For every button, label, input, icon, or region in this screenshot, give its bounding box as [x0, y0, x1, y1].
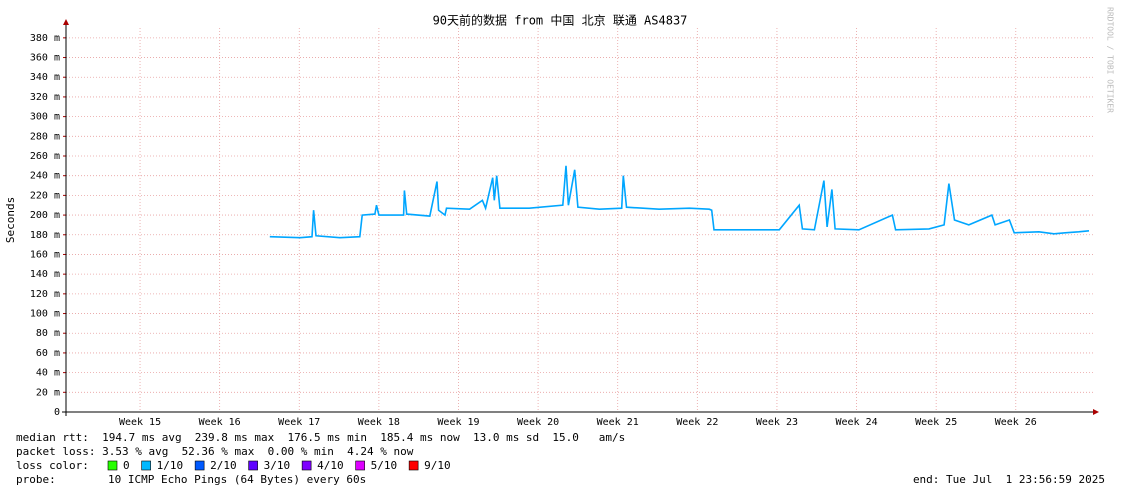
y-tick-label: 280 m: [30, 131, 60, 142]
legend-label: 3/10: [264, 459, 291, 472]
x-tick-label: Week 15: [119, 417, 161, 428]
x-tick-label: Week 16: [199, 417, 241, 428]
y-tick-label: 20 m: [36, 387, 60, 398]
stats-line: median rtt: 194.7 ms avg 239.8 ms max 17…: [16, 431, 625, 444]
legend-label: 4/10: [317, 459, 344, 472]
stats-line: packet loss: 3.53 % avg 52.36 % max 0.00…: [16, 445, 414, 458]
plot: [269, 165, 1090, 239]
y-tick-label: 380 m: [30, 33, 60, 44]
y-tick-label: 60 m: [36, 348, 60, 359]
legend-swatch: [301, 460, 312, 471]
footer: median rtt: 194.7 ms avg 239.8 ms max 17…: [16, 431, 1105, 486]
grid: 0 20 m 40 m 60 m 80 m 100 m 120 m 140 m 160 m 180…: [30, 28, 1093, 428]
y-tick-label: 320 m: [30, 92, 60, 103]
end-time: end: Tue Jul 1 23:56:59 2025: [913, 473, 1105, 486]
legend-swatch: [355, 460, 365, 471]
chart-title: 90天前的数据 from 中国 北京 联通 AS4837: [433, 13, 688, 28]
x-tick-label: Week 25: [915, 417, 957, 428]
y-tick-label: 100 m: [30, 309, 60, 320]
y-axis-label: Seconds: [4, 197, 17, 243]
legend-swatch: [141, 460, 151, 471]
series-line: [269, 165, 1090, 239]
y-tick-label: 40 m: [36, 368, 60, 379]
y-tick-label: 120 m: [30, 289, 60, 300]
y-tick-label: 180 m: [30, 230, 60, 241]
y-tick-label: 160 m: [30, 249, 60, 260]
y-tick-label: 80 m: [36, 328, 60, 339]
y-arrow: [63, 19, 69, 25]
x-tick-label: Week 24: [835, 417, 877, 428]
legend-swatch: [248, 460, 258, 471]
x-tick-label: Week 20: [517, 417, 559, 428]
y-tick-label: 220 m: [30, 190, 60, 201]
legend-label: 0: [123, 459, 130, 472]
watermark: RRDTOOL / TOBI OETIKER: [1106, 7, 1115, 113]
x-tick-label: Week 26: [995, 417, 1037, 428]
legend-label: 5/10: [371, 459, 398, 472]
y-tick-label: 140 m: [30, 269, 60, 280]
y-tick-label: 360 m: [30, 53, 60, 64]
legend-swatch: [194, 460, 205, 471]
y-tick-label: 260 m: [30, 151, 60, 162]
probe-label: probe:: [16, 473, 56, 486]
loss-legend-label: loss color:: [16, 459, 89, 472]
x-arrow: [1093, 409, 1099, 415]
legend-label: 2/10: [210, 459, 237, 472]
legend-swatch: [408, 460, 419, 471]
y-tick-label: 240 m: [30, 171, 60, 182]
legend-label: 9/10: [424, 459, 451, 472]
probe-text: 10 ICMP Echo Pings (64 Bytes) every 60s: [108, 473, 366, 486]
x-tick-label: Week 18: [358, 417, 400, 428]
x-tick-label: Week 23: [756, 417, 798, 428]
x-tick-label: Week 19: [437, 417, 479, 428]
y-tick-label: 300 m: [30, 112, 60, 123]
x-tick-label: Week 17: [278, 417, 320, 428]
legend-label: 1/10: [157, 459, 184, 472]
y-tick-label: 0: [54, 407, 60, 418]
x-tick-label: Week 21: [597, 417, 639, 428]
y-tick-label: 200 m: [30, 210, 60, 221]
legend-swatch: [107, 460, 118, 471]
y-tick-label: 340 m: [30, 72, 60, 83]
x-tick-label: Week 22: [676, 417, 718, 428]
